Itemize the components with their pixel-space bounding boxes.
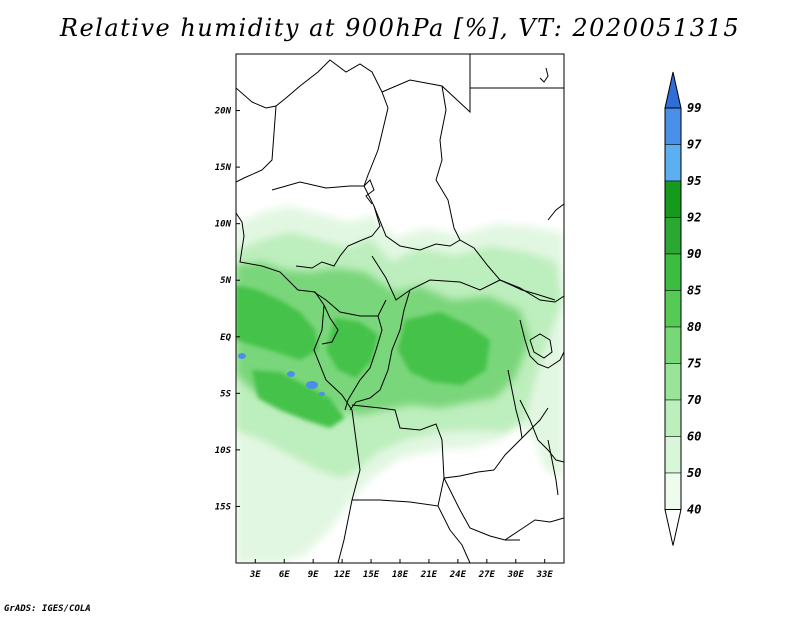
lat-tick-label: 5N [220, 276, 231, 286]
coast-northeast [539, 67, 549, 83]
lon-tick-label: 3E [249, 570, 261, 580]
nile-river [363, 179, 375, 205]
border-mali-niger [236, 105, 277, 183]
colorbar-label: 60 [687, 430, 701, 444]
border-angola-namibia [352, 477, 445, 507]
border-angola-drc [351, 404, 495, 479]
lon-tick-label: 6E [279, 570, 290, 580]
lake-victoria [529, 333, 553, 359]
colorbar-swatch [664, 180, 682, 218]
border-chad-sudan [435, 85, 556, 301]
border-botswana [437, 505, 471, 563]
lon-tick-label: 9E [308, 570, 319, 580]
colorbar-label: 92 [687, 211, 701, 225]
humidity-core-coast [252, 370, 345, 428]
saturation-spot [319, 392, 325, 396]
lat-tick-label: EQ [220, 333, 231, 343]
colorbar-swatch [664, 253, 682, 291]
lon-tick-label: 24E [449, 570, 467, 580]
colorbar-swatch [664, 107, 682, 145]
saturation-spot [238, 353, 246, 359]
border-cameroon-congo [313, 291, 387, 317]
border-chad-car [373, 205, 461, 251]
colorbar-swatch [664, 217, 682, 255]
coastline-west [236, 212, 361, 563]
lon-tick-label: 33E [536, 570, 554, 580]
border-libya-chad [381, 54, 471, 114]
lat-tick-label: 15S [215, 502, 232, 512]
border-niger-nigeria [271, 181, 381, 269]
lon-tick-label: 18E [392, 570, 409, 580]
border-ethiopia [547, 203, 564, 221]
colorbar-swatch [664, 144, 682, 182]
lat-tick-label: 10N [215, 220, 232, 230]
humidity-core-west [236, 285, 318, 360]
map-title: Relative humidity at 900hPa [%], VT: 202… [59, 14, 741, 42]
colorbar-label: 97 [687, 138, 702, 152]
lat-tick-label: 20N [214, 107, 232, 117]
colorbar-label: 95 [687, 174, 701, 188]
colorbar-swatch [664, 399, 682, 437]
humidity-core-central [326, 318, 378, 378]
lake-malawi [547, 439, 559, 496]
colorbar-label: 99 [687, 101, 701, 115]
border-gabon [321, 304, 339, 345]
colorbar-label: 90 [687, 247, 701, 261]
lake-tanganyika [507, 369, 523, 439]
colorbar-outline [664, 107, 682, 510]
lon-tick-label: 15E [363, 570, 380, 580]
colorbar-swatch [664, 436, 682, 474]
humidity-core-east [398, 312, 490, 385]
lon-tick-label: 12E [334, 570, 351, 580]
axis-ticks: 3E 6E 9E 12E 15E 18E 21E 24E 27E 30E 33E 20N 15N 10N 5… [214, 107, 554, 580]
country-borders [236, 54, 564, 563]
colorbar-bottom-arrow [664, 509, 682, 546]
border-drc-zambia [493, 407, 549, 471]
humidity-field [236, 206, 564, 563]
colorbar-label: 50 [687, 466, 701, 480]
border-car-south [371, 255, 501, 301]
colorbar-label: 70 [687, 393, 701, 407]
lat-tick-label: 15N [215, 163, 232, 173]
border-zambia [443, 477, 520, 541]
grads-credit: GrADS: IGES/COLA [4, 604, 91, 614]
border-uganda-kenya [519, 319, 564, 369]
lat-tick-label: 5S [220, 389, 231, 399]
border-south-sudan [499, 279, 564, 303]
lon-tick-label: 30E [507, 570, 525, 580]
colorbar: 99 97 95 92 90 85 80 75 70 60 50 40 [664, 71, 702, 546]
colorbar-top-arrow [664, 71, 682, 109]
colorbar-swatch [664, 326, 682, 364]
lat-tick-label: 10S [215, 446, 232, 456]
colorbar-swatch [664, 472, 682, 510]
saturation-spot [287, 371, 295, 377]
border-congo-drc [344, 315, 383, 411]
colorbar-swatch [664, 363, 682, 401]
colorbar-label: 85 [687, 284, 701, 298]
border-algeria-mali [236, 54, 389, 187]
border-tanzania [519, 399, 564, 463]
colorbar-label: 40 [687, 503, 701, 517]
colorbar-swatch [664, 290, 682, 328]
border-mozambique [504, 517, 564, 541]
colorbar-label: 75 [687, 357, 701, 371]
colorbar-label: 80 [687, 320, 701, 334]
lon-tick-label: 27E [478, 570, 496, 580]
saturation-spot [306, 381, 318, 389]
lon-tick-label: 21E [420, 570, 438, 580]
border-drc-east [349, 289, 411, 411]
